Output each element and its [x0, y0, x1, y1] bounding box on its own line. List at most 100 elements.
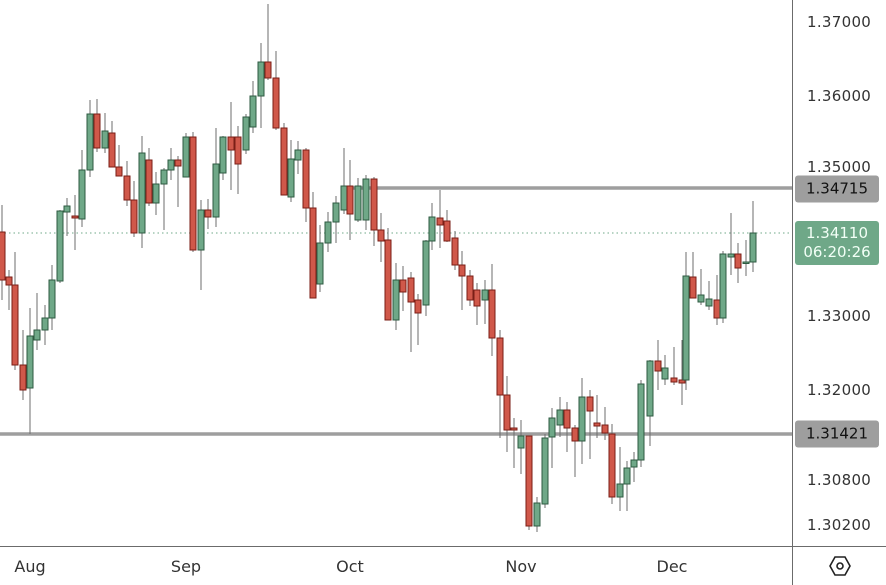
candle-up: [212, 128, 220, 227]
candle-up: [63, 198, 71, 236]
candle-up: [428, 203, 436, 250]
chart-plot-area[interactable]: [0, 0, 792, 546]
candle-up: [697, 269, 705, 305]
candle-down: [234, 126, 242, 194]
candle-down: [414, 294, 422, 345]
candle-down: [571, 425, 579, 477]
candle-up: [48, 265, 56, 330]
last-price-value: 1.34110: [805, 224, 869, 242]
candle-down: [466, 270, 474, 306]
candle-down: [407, 272, 415, 352]
candle-down: [488, 264, 496, 356]
candle-down: [586, 390, 594, 459]
candle-up: [541, 434, 549, 508]
candle-down: [71, 195, 79, 250]
price-axis[interactable]: 1.37000 1.36000 1.35000 1.33000 1.32000 …: [792, 0, 886, 546]
candle-down: [510, 418, 518, 468]
candle-down: [174, 156, 182, 207]
candle-up: [257, 43, 265, 128]
candle-up: [182, 133, 190, 178]
candle-up: [101, 113, 109, 153]
candle-down: [145, 148, 153, 206]
candle-up: [219, 136, 227, 180]
candle-up: [287, 140, 295, 202]
candle-down: [346, 160, 354, 240]
candle-up: [56, 210, 64, 283]
candle-down: [451, 231, 459, 270]
candle-up: [242, 114, 250, 154]
candle-down: [670, 347, 678, 385]
price-tick: 1.32000: [807, 381, 872, 399]
time-axis[interactable]: Aug Sep Oct Nov Dec: [0, 546, 792, 585]
candle-down: [436, 190, 444, 248]
candle-up: [138, 136, 146, 248]
candle-up: [78, 150, 86, 227]
candle-down: [204, 199, 212, 229]
candle-up: [362, 175, 370, 230]
candle-up: [316, 225, 324, 292]
candle-down: [593, 395, 601, 438]
price-tick: 1.35000: [807, 158, 872, 176]
last-price-badge: 1.34110 06:20:26: [795, 221, 879, 265]
candle-down: [601, 407, 609, 440]
candle-up: [719, 251, 727, 323]
price-tick: 1.30800: [807, 471, 872, 489]
candle-up: [727, 213, 735, 275]
candle-down: [227, 102, 235, 190]
resistance-level-badge: 1.34715: [795, 175, 879, 203]
candle-down: [264, 4, 272, 80]
candle-down: [123, 161, 131, 206]
candle-up: [294, 141, 302, 174]
candle-down: [93, 99, 101, 152]
candle-up: [197, 200, 205, 290]
price-tick: 1.33000: [807, 307, 872, 325]
price-tick: 1.36000: [807, 87, 872, 105]
candle-up: [578, 378, 586, 464]
candle-up: [630, 452, 638, 482]
candle-down: [0, 205, 6, 300]
bar-countdown: 06:20:26: [803, 243, 871, 261]
candle-up: [41, 305, 49, 345]
candle-up: [249, 81, 257, 133]
settings-hexagon-icon: [828, 556, 851, 576]
candle-up: [392, 263, 400, 330]
candle-down: [689, 252, 697, 299]
candle-down: [377, 213, 385, 262]
candle-down: [5, 270, 13, 310]
candle-down: [19, 330, 27, 400]
candle-up: [354, 178, 362, 222]
candlestick-canvas[interactable]: [0, 0, 792, 546]
candle-up: [749, 201, 757, 272]
candle-up: [160, 168, 168, 230]
candle-down: [11, 252, 19, 370]
candle-down: [272, 51, 280, 130]
candle-up: [86, 100, 94, 177]
chart-settings-button[interactable]: [792, 546, 886, 585]
candle-down: [302, 148, 310, 222]
candle-down: [370, 177, 378, 246]
candle-up: [705, 281, 713, 310]
candle-down: [503, 376, 511, 452]
price-tick: 1.30200: [807, 516, 872, 534]
candle-up: [26, 308, 34, 434]
candle-down: [473, 283, 481, 325]
candle-up: [152, 172, 160, 215]
candle-up: [324, 212, 332, 252]
candle-down: [108, 121, 116, 168]
time-label-nov: Nov: [505, 557, 537, 576]
candle-up: [623, 461, 631, 511]
candle-down: [678, 340, 686, 405]
candle-down: [399, 266, 407, 311]
candle-up: [646, 360, 654, 446]
candle-down: [654, 340, 662, 390]
candle-down: [115, 145, 123, 177]
candle-up: [548, 408, 556, 468]
candle-down: [608, 424, 616, 504]
candle-up: [556, 397, 564, 437]
time-label-dec: Dec: [656, 557, 688, 576]
price-tick: 1.37000: [807, 13, 872, 31]
candle-up: [533, 497, 541, 532]
candle-up: [481, 280, 489, 324]
time-label-oct: Oct: [336, 557, 364, 576]
candle-down: [458, 251, 466, 310]
